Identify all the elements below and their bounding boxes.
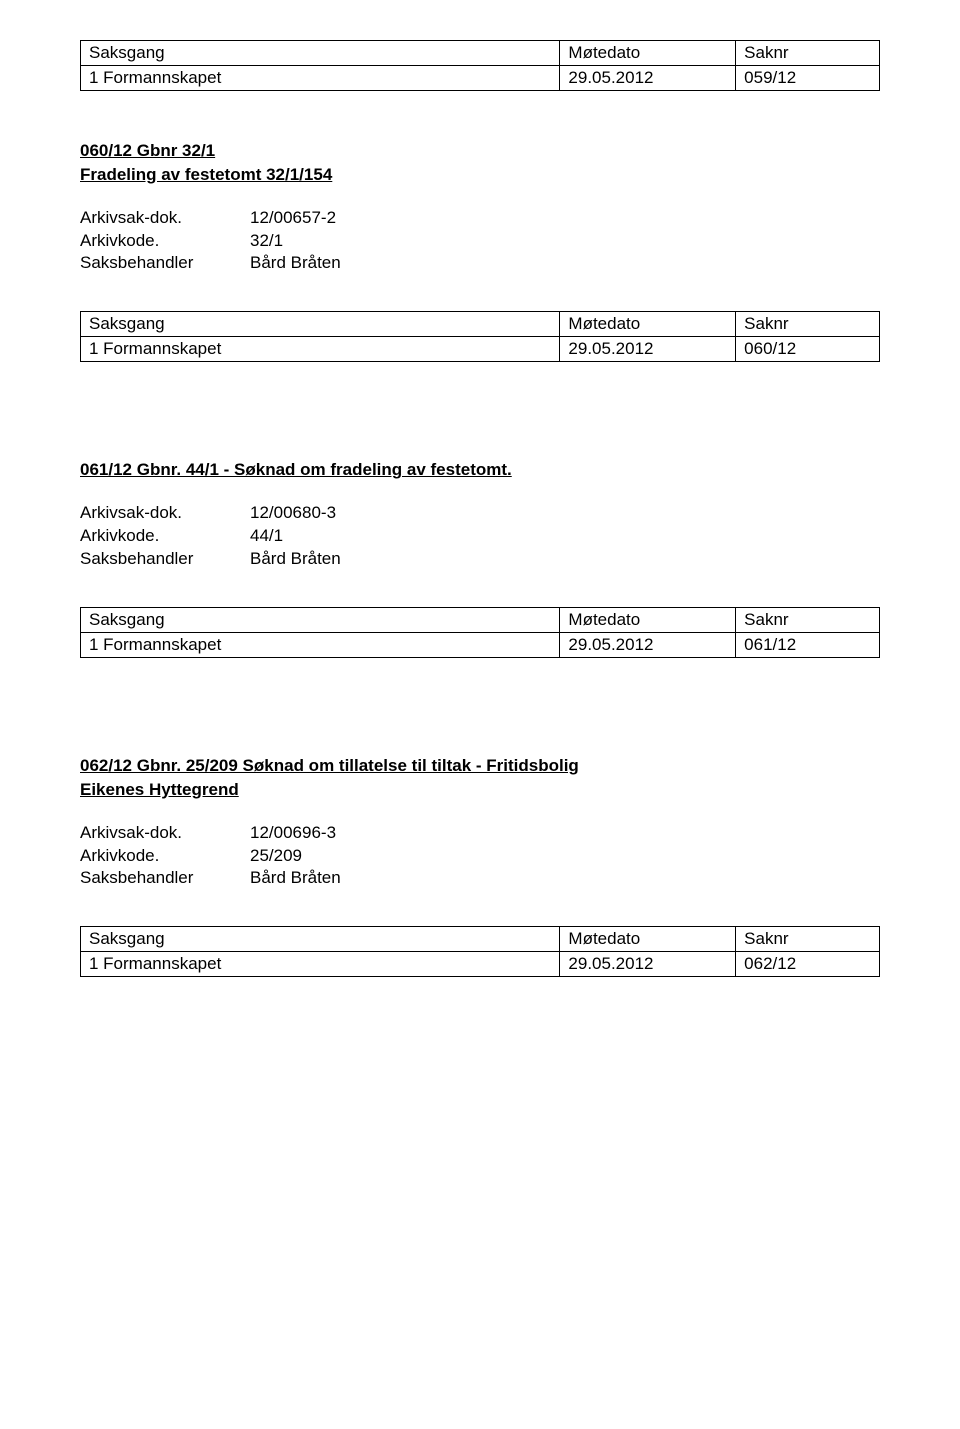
table-header-motedato: Møtedato [560, 312, 736, 337]
table-header-motedato: Møtedato [560, 41, 736, 66]
table-header-saksgang: Saksgang [81, 927, 560, 952]
title-line: 061/12 Gbnr. 44/1 - Søknad om fradeling … [80, 460, 512, 479]
table-cell-body: 1 Formannskapet [81, 952, 560, 977]
table-cell-date: 29.05.2012 [560, 952, 736, 977]
saksbehandler-value: Bård Bråten [250, 252, 880, 275]
arkivsak-label: Arkivsak-dok. [80, 822, 250, 845]
table-row: Saksgang Møtedato Saknr [81, 608, 880, 633]
table-cell-body: 1 Formannskapet [81, 66, 560, 91]
table-header-saknr: Saknr [736, 312, 880, 337]
table-row: Saksgang Møtedato Saknr [81, 927, 880, 952]
section-title-1: 061/12 Gbnr. 44/1 - Søknad om fradeling … [80, 458, 880, 482]
table-cell-date: 29.05.2012 [560, 66, 736, 91]
table-row: Saksgang Møtedato Saknr [81, 312, 880, 337]
table-row: 1 Formannskapet 29.05.2012 060/12 [81, 337, 880, 362]
table-cell-date: 29.05.2012 [560, 633, 736, 658]
table-cell-saknr: 061/12 [736, 633, 880, 658]
meta-row: Arkivkode. 44/1 [80, 525, 880, 548]
case-table-1: Saksgang Møtedato Saknr 1 Formannskapet … [80, 311, 880, 362]
arkivkode-value: 25/209 [250, 845, 880, 868]
table-header-saksgang: Saksgang [81, 41, 560, 66]
meta-row: Saksbehandler Bård Bråten [80, 252, 880, 275]
table-header-saknr: Saknr [736, 927, 880, 952]
arkivsak-value: 12/00680-3 [250, 502, 880, 525]
table-cell-body: 1 Formannskapet [81, 633, 560, 658]
case-table-2: Saksgang Møtedato Saknr 1 Formannskapet … [80, 607, 880, 658]
table-header-saknr: Saknr [736, 41, 880, 66]
table-cell-saknr: 060/12 [736, 337, 880, 362]
saksbehandler-label: Saksbehandler [80, 548, 250, 571]
arkivkode-value: 32/1 [250, 230, 880, 253]
case-table-0: Saksgang Møtedato Saknr 1 Formannskapet … [80, 40, 880, 91]
section-title-2: 062/12 Gbnr. 25/209 Søknad om tillatelse… [80, 754, 880, 802]
arkivkode-label: Arkivkode. [80, 230, 250, 253]
title-line: Eikenes Hyttegrend [80, 780, 239, 799]
meta-row: Saksbehandler Bård Bråten [80, 867, 880, 890]
section-title-0: 060/12 Gbnr 32/1 Fradeling av festetomt … [80, 139, 880, 187]
arkivsak-label: Arkivsak-dok. [80, 207, 250, 230]
meta-row: Arkivsak-dok. 12/00657-2 [80, 207, 880, 230]
arkivsak-value: 12/00657-2 [250, 207, 880, 230]
meta-block-2: Arkivsak-dok. 12/00696-3 Arkivkode. 25/2… [80, 822, 880, 891]
table-cell-date: 29.05.2012 [560, 337, 736, 362]
table-row: Saksgang Møtedato Saknr [81, 41, 880, 66]
arkivkode-value: 44/1 [250, 525, 880, 548]
meta-row: Arkivkode. 32/1 [80, 230, 880, 253]
title-line: Fradeling av festetomt 32/1/154 [80, 165, 332, 184]
meta-row: Saksbehandler Bård Bråten [80, 548, 880, 571]
saksbehandler-value: Bård Bråten [250, 548, 880, 571]
table-header-motedato: Møtedato [560, 608, 736, 633]
meta-block-0: Arkivsak-dok. 12/00657-2 Arkivkode. 32/1… [80, 207, 880, 276]
arkivkode-label: Arkivkode. [80, 845, 250, 868]
case-table-3: Saksgang Møtedato Saknr 1 Formannskapet … [80, 926, 880, 977]
saksbehandler-label: Saksbehandler [80, 867, 250, 890]
table-cell-saknr: 059/12 [736, 66, 880, 91]
table-row: 1 Formannskapet 29.05.2012 061/12 [81, 633, 880, 658]
meta-block-1: Arkivsak-dok. 12/00680-3 Arkivkode. 44/1… [80, 502, 880, 571]
arkivsak-value: 12/00696-3 [250, 822, 880, 845]
table-header-saksgang: Saksgang [81, 312, 560, 337]
table-row: 1 Formannskapet 29.05.2012 062/12 [81, 952, 880, 977]
saksbehandler-value: Bård Bråten [250, 867, 880, 890]
saksbehandler-label: Saksbehandler [80, 252, 250, 275]
table-header-motedato: Møtedato [560, 927, 736, 952]
table-row: 1 Formannskapet 29.05.2012 059/12 [81, 66, 880, 91]
arkivsak-label: Arkivsak-dok. [80, 502, 250, 525]
meta-row: Arkivkode. 25/209 [80, 845, 880, 868]
table-cell-body: 1 Formannskapet [81, 337, 560, 362]
table-header-saksgang: Saksgang [81, 608, 560, 633]
meta-row: Arkivsak-dok. 12/00680-3 [80, 502, 880, 525]
title-line: 062/12 Gbnr. 25/209 Søknad om tillatelse… [80, 756, 579, 775]
table-cell-saknr: 062/12 [736, 952, 880, 977]
table-header-saknr: Saknr [736, 608, 880, 633]
title-line: 060/12 Gbnr 32/1 [80, 141, 215, 160]
arkivkode-label: Arkivkode. [80, 525, 250, 548]
meta-row: Arkivsak-dok. 12/00696-3 [80, 822, 880, 845]
